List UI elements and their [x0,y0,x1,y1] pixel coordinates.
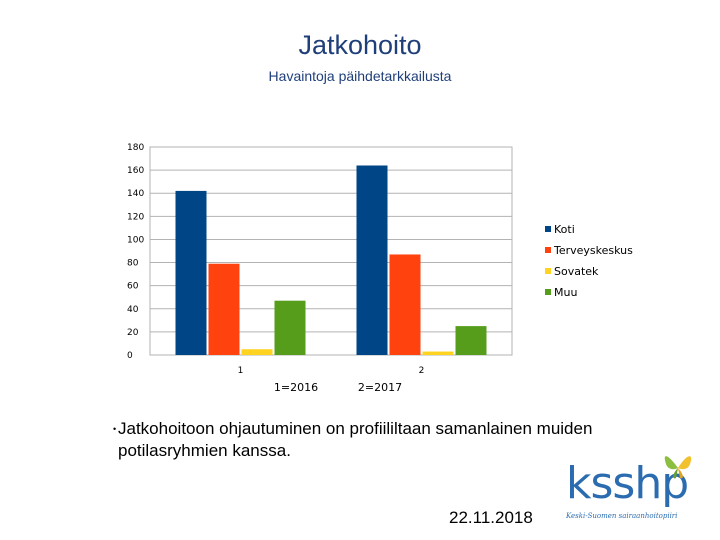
bullet-icon: • [113,424,117,434]
legend-swatch [545,268,551,274]
x-tick-label: 1 [238,366,244,376]
y-tick-label: 60 [127,282,139,292]
body-text: Jatkohoitoon ohjautuminen on profiililta… [118,419,593,460]
legend-label: Terveyskeskus [553,244,633,257]
bar-chart: 0 20 40 60 80 100 120 140 160 180 1 2 1=2016 2=2017 Ko… [127,143,633,394]
y-tick-label: 160 [127,166,144,176]
bar [274,300,306,355]
category-label: 2=2017 [358,381,402,394]
bar [241,349,273,355]
bar [356,165,388,355]
bar [455,326,487,355]
legend-swatch [545,247,551,253]
butterfly-icon [664,456,692,479]
slide-subtitle: Havaintoja päihdetarkkailusta [268,68,452,84]
legend-label: Muu [554,286,577,299]
bar [175,190,207,355]
category-label: 1=2016 [274,381,318,394]
body-paragraph: • Jatkohoitoon ohjautuminen on profiilil… [113,418,678,462]
x-tick-label: 2 [419,366,425,376]
ksshp-logo: ksshp Keski-Suomen sairaanhoitopiiri [562,448,712,528]
legend-swatch [545,289,551,295]
y-tick-label: 80 [127,259,139,269]
y-tick-label: 100 [127,235,144,245]
y-tick-label: 140 [127,189,144,199]
slide-title: Jatkohoito [298,30,422,60]
y-tick-label: 0 [127,351,133,361]
legend-swatch [545,226,551,232]
legend-label: Koti [554,223,575,236]
y-tick-label: 120 [127,212,144,222]
slide-date: 22.11.2018 [449,508,533,527]
y-tick-label: 20 [127,328,139,338]
y-tick-label: 40 [127,305,139,315]
logo-tagline: Keski-Suomen sairaanhoitopiiri [566,512,678,520]
bar [389,254,421,355]
y-tick-label: 180 [127,143,144,153]
bar [208,263,240,355]
bar [422,351,454,355]
legend-label: Sovatek [554,265,599,278]
